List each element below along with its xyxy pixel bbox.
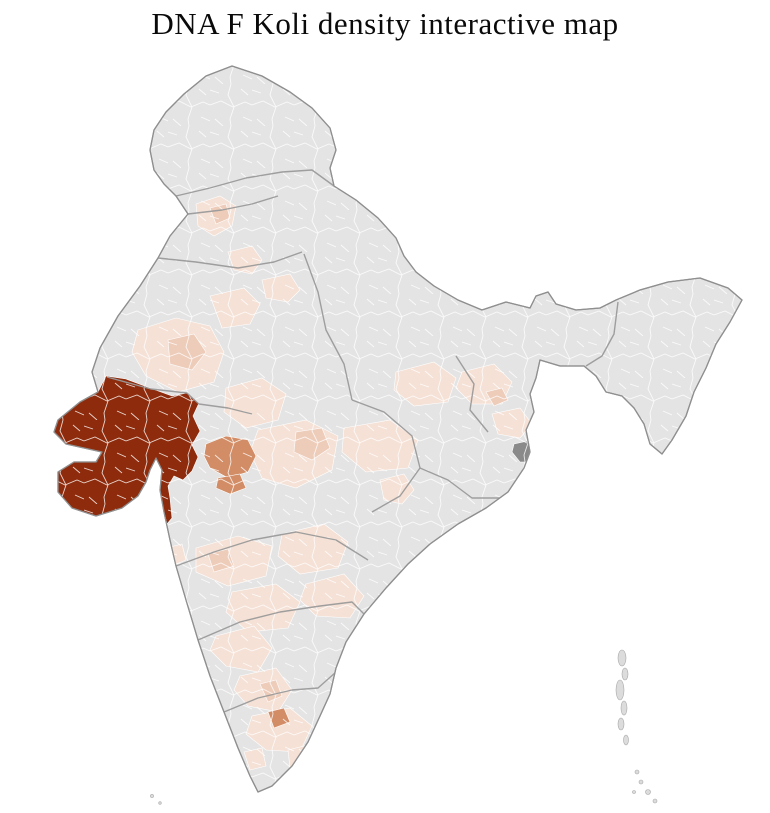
- lakshadweep-islands[interactable]: [150, 794, 162, 805]
- andaman-nicobar-islands[interactable]: [615, 649, 658, 804]
- state-borders: [106, 169, 619, 713]
- district-borders-texture: [54, 66, 742, 792]
- page-title: DNA F Koli density interactive map: [151, 6, 619, 41]
